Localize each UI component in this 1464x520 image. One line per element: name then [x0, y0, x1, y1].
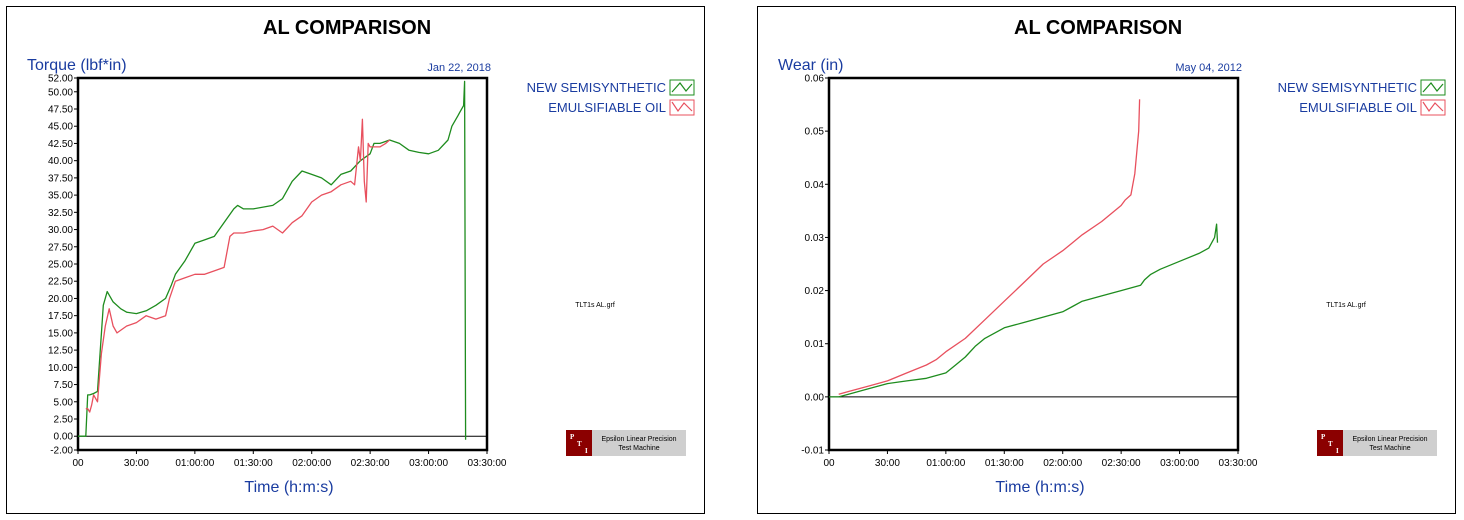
series-line-new-semisynthetic	[829, 223, 1219, 398]
series-line-emulsifiable-oil	[85, 118, 391, 413]
wear-chart: AL COMPARISON Wear (in) May 04, 2012 Tim…	[778, 17, 1446, 496]
y-tick-label: 40.00	[48, 156, 73, 167]
y-tick-label: 50.00	[48, 87, 73, 98]
y-axis: -0.01 0.00 0.01 0.02 0.03 0.04 0.05 0.06	[801, 74, 829, 457]
y-tick-label: 27.50	[48, 242, 73, 253]
series-line-new-semisynthetic	[78, 80, 467, 440]
x-tick-label: 00	[72, 458, 84, 469]
legend-swatch-new-semisynthetic	[669, 79, 695, 96]
logo-letter-t: T	[1328, 440, 1333, 448]
y-tick-label: 0.00	[54, 432, 74, 443]
y-tick-label: 30.00	[48, 225, 73, 236]
file-label: TLT1s AL.grf	[1326, 302, 1366, 309]
chart-date: Jan 22, 2018	[427, 62, 491, 74]
legend-swatch-emulsifiable-oil	[1420, 99, 1446, 116]
x-tick-label: 30:00	[124, 458, 149, 469]
logo-letter-t: T	[577, 440, 582, 448]
y-tick-label: -0.01	[801, 446, 824, 457]
y-tick-label: 22.50	[48, 277, 73, 288]
x-tick-label: 30:00	[875, 458, 900, 469]
series-layer	[78, 80, 467, 440]
y-tick-label: 17.50	[48, 311, 73, 322]
series-layer	[829, 99, 1219, 398]
y-tick-label: -2.00	[50, 446, 73, 457]
legend: NEW SEMISYNTHETIC EMULSIFIABLE OIL	[1278, 79, 1446, 116]
y-tick-label: 0.04	[805, 180, 825, 191]
legend-label-new-semisynthetic: NEW SEMISYNTHETIC	[527, 80, 666, 95]
y-tick-label: 0.03	[805, 233, 825, 244]
y-axis: -2.00 0.00 2.50 5.00 7.50 10.00 12.50 15.00 17.5…	[48, 74, 78, 457]
y-tick-label: 52.00	[48, 74, 73, 85]
legend-label-new-semisynthetic: NEW SEMISYNTHETIC	[1278, 80, 1417, 95]
pti-logo: P T I Epsilon Linear Precision Test Mach…	[566, 430, 686, 456]
file-label: TLT1s AL.grf	[575, 302, 615, 309]
x-tick-label: 00	[823, 458, 835, 469]
x-tick-label: 02:30:00	[1102, 458, 1141, 469]
x-tick-label: 03:30:00	[1219, 458, 1258, 469]
y-tick-label: 47.50	[48, 105, 73, 116]
x-tick-label: 03:00:00	[409, 458, 448, 469]
y-tick-label: 42.50	[48, 139, 73, 150]
y-tick-label: 35.00	[48, 191, 73, 202]
x-tick-label: 01:30:00	[985, 458, 1024, 469]
chart-panel-torque: AL COMPARISON Torque (lbf*in) Jan 22, 20…	[6, 6, 705, 514]
chart-title: AL COMPARISON	[1014, 17, 1182, 39]
logo-line-1: Epsilon Linear Precision	[1352, 436, 1427, 443]
x-axis-label: Time (h:m:s)	[995, 479, 1084, 496]
y-axis-label: Wear (in)	[778, 57, 844, 74]
y-tick-label: 5.00	[54, 397, 74, 408]
torque-chart: AL COMPARISON Torque (lbf*in) Jan 22, 20…	[27, 17, 695, 496]
x-tick-label: 01:00:00	[926, 458, 965, 469]
logo-line-2: Test Machine	[618, 445, 659, 452]
y-tick-label: 25.00	[48, 260, 73, 271]
logo-letter-i: I	[585, 447, 588, 455]
y-axis-label: Torque (lbf*in)	[27, 57, 127, 74]
x-tick-label: 02:00:00	[292, 458, 331, 469]
legend-swatch-new-semisynthetic	[1420, 79, 1446, 96]
legend-swatch-emulsifiable-oil	[669, 99, 695, 116]
x-axis-label: Time (h:m:s)	[244, 479, 333, 496]
x-tick-label: 03:30:00	[468, 458, 507, 469]
logo-letter-p: P	[1321, 433, 1326, 441]
y-tick-label: 12.50	[48, 346, 73, 357]
y-tick-label: 20.00	[48, 294, 73, 305]
x-tick-label: 03:00:00	[1160, 458, 1199, 469]
y-tick-label: 0.05	[805, 127, 825, 138]
logo-line-2: Test Machine	[1369, 445, 1410, 452]
y-tick-label: 2.50	[54, 415, 74, 426]
chart-panel-wear: AL COMPARISON Wear (in) May 04, 2012 Tim…	[757, 6, 1456, 514]
y-tick-label: 0.06	[805, 74, 825, 85]
x-axis: 00 30:00 01:00:00 01:30:00 02:00:00 02:30:00 0…	[823, 450, 1258, 469]
legend-label-emulsifiable-oil: EMULSIFIABLE OIL	[548, 100, 666, 115]
series-line-emulsifiable-oil	[838, 99, 1141, 395]
x-tick-label: 01:00:00	[175, 458, 214, 469]
y-tick-label: 0.02	[805, 286, 825, 297]
x-axis: 00 30:00 01:00:00 01:30:00 02:00:00 02:30:00 0…	[72, 450, 507, 469]
y-tick-label: 0.00	[805, 392, 825, 403]
x-tick-label: 02:30:00	[351, 458, 390, 469]
y-tick-label: 32.50	[48, 208, 73, 219]
logo-letter-i: I	[1336, 447, 1339, 455]
logo-letter-p: P	[570, 433, 575, 441]
y-tick-label: 37.50	[48, 173, 73, 184]
y-tick-label: 45.00	[48, 122, 73, 133]
chart-title: AL COMPARISON	[263, 17, 431, 39]
y-tick-label: 0.01	[805, 339, 825, 350]
y-tick-label: 15.00	[48, 328, 73, 339]
plot-area-frame	[827, 76, 1240, 452]
legend: NEW SEMISYNTHETIC EMULSIFIABLE OIL	[527, 79, 695, 116]
x-tick-label: 01:30:00	[234, 458, 273, 469]
y-tick-label: 7.50	[54, 380, 74, 391]
y-tick-label: 10.00	[48, 363, 73, 374]
pti-logo: P T I Epsilon Linear Precision Test Mach…	[1317, 430, 1437, 456]
chart-date: May 04, 2012	[1175, 62, 1242, 74]
logo-line-1: Epsilon Linear Precision	[601, 436, 676, 443]
legend-label-emulsifiable-oil: EMULSIFIABLE OIL	[1299, 100, 1417, 115]
plot-area-frame	[76, 76, 489, 452]
x-tick-label: 02:00:00	[1043, 458, 1082, 469]
